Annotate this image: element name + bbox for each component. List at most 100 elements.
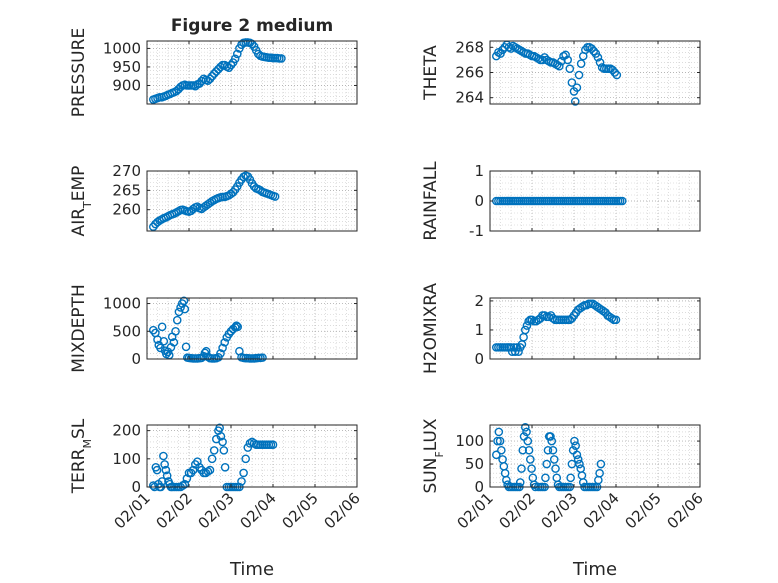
data-point [232, 321, 241, 331]
figure-title: Figure 2 medium [171, 16, 333, 36]
data-point [171, 326, 180, 336]
data-point [493, 436, 502, 446]
data-point [548, 445, 558, 455]
x-axis-label-right: Time [572, 559, 617, 580]
y-tick-label: 0 [131, 478, 141, 496]
axes-frame [489, 424, 701, 488]
data-point [179, 296, 189, 306]
data-point [197, 76, 206, 86]
data-point [561, 50, 570, 60]
data-point [181, 342, 191, 352]
y-axis-label: MIXDEPTH [69, 284, 89, 373]
data-point [176, 303, 185, 312]
data-point [219, 446, 229, 455]
y-axis-label: RAINFALL [421, 161, 441, 241]
data-point [515, 478, 525, 487]
subplot-2: 264 266 268 THETA [421, 38, 701, 107]
data-point [522, 427, 531, 437]
data-point [233, 322, 243, 332]
data-point [572, 83, 582, 92]
y-axis-label: PRESSURE [69, 28, 89, 117]
data-point [572, 450, 582, 460]
data-point [551, 464, 560, 473]
data-point [610, 68, 620, 77]
data-point [159, 451, 168, 461]
axes-frame [146, 40, 358, 105]
data-point [216, 431, 226, 441]
data-point [201, 346, 211, 356]
data-point [520, 422, 530, 432]
data-point [581, 45, 590, 55]
data-point [172, 315, 182, 325]
data-point [549, 455, 559, 464]
y-axis-label: TERRMSL [69, 418, 94, 494]
data-point [190, 81, 200, 91]
y-tick-label: 260 [112, 201, 141, 219]
data-point [277, 54, 286, 63]
y-tick-label: 264 [455, 89, 484, 107]
data-point [193, 202, 202, 211]
data-point [180, 304, 190, 314]
y-tick-label: 1000 [103, 295, 141, 313]
subplot-6: 0 1 2 H2OMIXRA [421, 283, 701, 374]
data-point [169, 338, 179, 347]
y-axis-label: THETA [421, 45, 441, 101]
data-point [566, 473, 575, 483]
y-tick-label: 0 [474, 192, 484, 210]
data-point [589, 46, 599, 56]
data-point [178, 481, 187, 490]
data-point [239, 468, 248, 478]
data-point [152, 465, 162, 475]
data-point [547, 436, 557, 446]
data-point [517, 464, 526, 473]
y-tick-label: 0 [474, 350, 484, 368]
data-point [160, 460, 169, 469]
data-point [520, 325, 530, 335]
axes-frame [146, 424, 358, 488]
y-axis-label: SUNFLUX [421, 418, 446, 493]
data-point [565, 64, 575, 74]
axes-frame [489, 297, 701, 360]
data-point [247, 39, 257, 49]
data-point [495, 436, 505, 446]
data-point [571, 441, 580, 450]
data-point [241, 454, 250, 464]
data-point [608, 65, 617, 75]
data-point [215, 423, 224, 433]
data-point [546, 432, 555, 441]
data-point [205, 465, 215, 475]
data-point [576, 59, 586, 68]
subplot-4: -1 0 1 RAINFALL [421, 161, 701, 241]
data-point [607, 314, 617, 323]
data-point [497, 445, 506, 455]
data-point [159, 336, 169, 346]
y-tick-label: 0 [131, 350, 141, 368]
data-point [557, 56, 566, 66]
axes-frame [146, 170, 358, 232]
y-tick-label: 1 [474, 321, 484, 339]
y-tick-label: 270 [112, 162, 141, 180]
data-point [518, 445, 528, 455]
data-point [491, 450, 501, 460]
data-point [494, 427, 504, 437]
data-point [509, 343, 519, 352]
data-point [230, 54, 240, 64]
data-point [570, 97, 580, 106]
data-point [527, 464, 536, 473]
subplot-5: 0 500 1000 MIXDEPTH [69, 284, 358, 373]
data-point [567, 78, 577, 87]
data-point [593, 53, 603, 62]
data-point [543, 445, 553, 455]
y-tick-label: 50 [465, 455, 484, 473]
data-point [541, 473, 550, 483]
y-tick-label: 265 [112, 181, 141, 199]
data-point [161, 465, 171, 475]
data-point [237, 477, 246, 486]
y-tick-label: 1 [474, 162, 484, 180]
data-point [203, 467, 213, 476]
data-point [243, 443, 253, 452]
data-point [218, 343, 227, 353]
y-tick-label: 266 [455, 64, 484, 82]
